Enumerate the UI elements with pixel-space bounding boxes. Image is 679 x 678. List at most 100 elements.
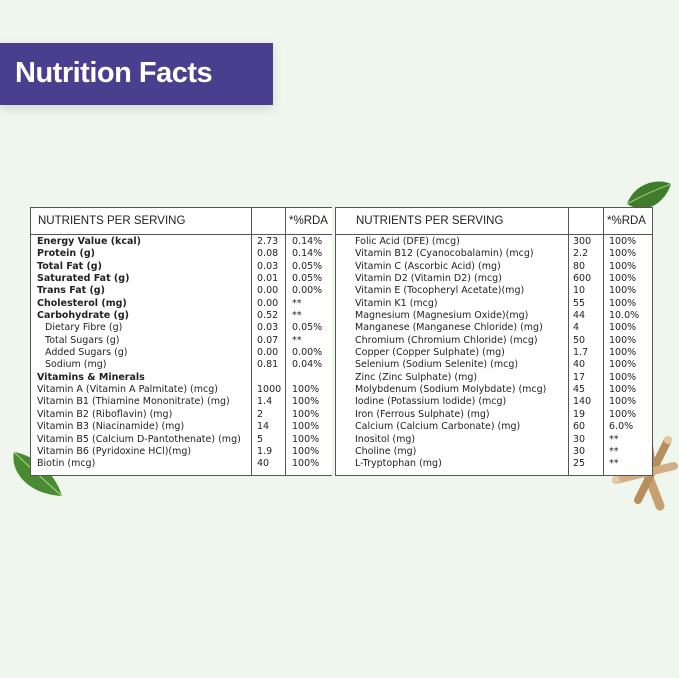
- nutrient-value: 40: [257, 458, 270, 470]
- nutrient-value: 0.03: [257, 322, 279, 334]
- nutrient-rda: 100%: [609, 334, 637, 346]
- nutrient-value: 0.00: [257, 347, 279, 359]
- nutrient-rda: 100%: [609, 273, 637, 285]
- nutrient-value: 1000: [257, 384, 282, 396]
- nutrient-value: 80: [573, 260, 586, 272]
- nutrient-name: Protein (g): [37, 248, 95, 260]
- nutrient-value: 17: [573, 371, 586, 383]
- column-divider: [568, 208, 569, 475]
- table-row: L-Tryptophan (mg) 25 **: [335, 458, 652, 470]
- nutrient-rda: 100%: [609, 322, 637, 334]
- nutrient-name: Total Sugars (g): [45, 334, 120, 346]
- table-row: Energy Value (kcal) 2.73 0.14%: [31, 236, 332, 248]
- nutrient-rda: 100%: [292, 458, 320, 470]
- right-rows: Folic Acid (DFE) (mcg) 300 100% Vitamin B12…: [335, 236, 652, 471]
- nutrient-value: 44: [573, 310, 586, 322]
- nutrient-rda: 100%: [609, 285, 637, 297]
- nutrient-rda: 100%: [292, 396, 320, 408]
- table-row: Vitamin B5 (Calcium D-Pantothenate) (mg)…: [31, 434, 332, 446]
- nutrient-value: 1.4: [257, 396, 273, 408]
- nutrient-value: 1.7: [573, 347, 589, 359]
- table-row: Vitamin C (Ascorbic Acid) (mg) 80 100%: [335, 261, 652, 273]
- nutrient-rda: 0.05%: [292, 260, 323, 272]
- table-row: Choline (mg) 30 **: [335, 446, 652, 458]
- nutrition-table: NUTRIENTS PER SERVING *%RDA NUTRIENTS PE…: [30, 207, 653, 476]
- nutrient-value: 50: [573, 334, 586, 346]
- nutrient-name: Vitamin B6 (Pyridoxine HCl)(mg): [37, 445, 192, 457]
- nutrient-value: 0.00: [257, 285, 279, 297]
- table-row: Cholesterol (mg) 0.00 **: [31, 298, 332, 310]
- table-row: Vitamin B12 (Cyanocobalamin) (mcg) 2.2 100…: [335, 248, 652, 260]
- table-row: Trans Fat (g) 0.00 0.00%: [31, 285, 332, 297]
- leaf-icon: [626, 181, 672, 209]
- nutrient-name: Copper (Copper Sulphate) (mg): [355, 347, 505, 359]
- nutrient-rda: 100%: [609, 371, 637, 383]
- right-header-nutrient: NUTRIENTS PER SERVING: [356, 215, 504, 227]
- nutrient-name: Vitamin A (Vitamin A Palmitate) (mcg): [37, 384, 218, 396]
- nutrient-name: Dietary Fibre (g): [45, 322, 123, 334]
- nutrient-name: Calcium (Calcium Carbonate) (mg): [355, 421, 521, 433]
- nutrient-name: Vitamin B3 (Niacinamide) (mg): [37, 421, 185, 433]
- table-row: Magnesium (Magnesium Oxide)(mg) 44 10.0%: [335, 310, 652, 322]
- nutrient-value: 0.52: [257, 310, 279, 322]
- nutrient-name: Zinc (Zinc Sulphate) (mg): [355, 371, 478, 383]
- nutrient-name: Energy Value (kcal): [37, 236, 141, 247]
- column-divider: [251, 208, 252, 475]
- table-gap: [332, 207, 335, 476]
- nutrient-rda: 100%: [609, 248, 637, 260]
- nutrient-value: 25: [573, 458, 586, 470]
- nutrient-value: 10: [573, 285, 586, 297]
- nutrient-value: 4: [573, 322, 580, 334]
- table-row: Vitamin K1 (mcg) 55 100%: [335, 298, 652, 310]
- nutrient-value: 55: [573, 297, 586, 309]
- column-divider: [603, 208, 604, 475]
- table-row: Zinc (Zinc Sulphate) (mg) 17 100%: [335, 372, 652, 384]
- nutrient-name: Saturated Fat (g): [37, 273, 130, 285]
- nutrient-value: 140: [573, 396, 592, 408]
- nutrient-value: 0.81: [257, 359, 279, 371]
- table-row: Protein (g) 0.08 0.14%: [31, 248, 332, 260]
- nutrient-name: Vitamin B1 (Thiamine Mononitrate) (mg): [37, 396, 230, 408]
- nutrient-rda: 0.00%: [292, 285, 323, 297]
- nutrient-name: Vitamin C (Ascorbic Acid) (mg): [355, 260, 501, 272]
- nutrient-rda: 0.14%: [292, 248, 323, 260]
- nutrient-rda: **: [292, 297, 302, 309]
- nutrient-name: Vitamin B12 (Cyanocobalamin) (mcg): [355, 248, 534, 260]
- nutrient-rda: 100%: [292, 433, 320, 445]
- table-row: Vitamin A (Vitamin A Palmitate) (mcg) 100…: [31, 384, 332, 396]
- nutrient-rda: **: [292, 334, 302, 346]
- table-row: Molybdenum (Sodium Molybdate) (mcg) 45 100…: [335, 384, 652, 396]
- column-divider: [285, 208, 286, 475]
- nutrient-value: 19: [573, 408, 586, 420]
- nutrient-name: Vitamin E (Tocopheryl Acetate)(mg): [355, 285, 525, 297]
- table-row: Manganese (Manganese Chloride) (mg) 4 100%: [335, 322, 652, 334]
- page-title: Nutrition Facts: [15, 57, 213, 89]
- table-row: Vitamins & Minerals: [31, 372, 332, 384]
- nutrient-rda: 100%: [609, 297, 637, 309]
- table-row: Chromium (Chromium Chloride) (mcg) 50 100%: [335, 335, 652, 347]
- table-row: Vitamin B2 (Riboflavin) (mg) 2 100%: [31, 409, 332, 421]
- nutrient-value: 600: [573, 273, 592, 285]
- right-header-rda: *%RDA: [607, 215, 646, 227]
- nutrient-rda: 0.05%: [292, 322, 323, 334]
- nutrient-name: Vitamin D2 (Vitamin D2) (mcg): [355, 273, 502, 285]
- nutrient-rda: 100%: [292, 421, 320, 433]
- nutrient-rda: 6.0%: [609, 421, 634, 433]
- nutrient-rda: 100%: [609, 347, 637, 359]
- nutrient-name: Total Fat (g): [37, 260, 102, 272]
- nutrient-name: Iron (Ferrous Sulphate) (mg): [355, 408, 490, 420]
- nutrient-value: 0.00: [257, 297, 279, 309]
- table-row: Vitamin E (Tocopheryl Acetate)(mg) 10 100%: [335, 285, 652, 297]
- nutrient-value: 0.01: [257, 273, 279, 285]
- nutrient-value: 45: [573, 384, 586, 396]
- table-row: Sodium (mg) 0.81 0.04%: [31, 359, 332, 371]
- table-row: Inositol (mg) 30 **: [335, 434, 652, 446]
- nutrient-value: 14: [257, 421, 270, 433]
- nutrient-value: 60: [573, 421, 586, 433]
- nutrient-rda: **: [292, 310, 302, 322]
- table-row: Total Fat (g) 0.03 0.05%: [31, 261, 332, 273]
- nutrient-value: 1.9: [257, 445, 273, 457]
- nutrient-value: 5: [257, 433, 264, 445]
- nutrient-value: 0.08: [257, 248, 279, 260]
- nutrient-rda: 100%: [609, 260, 637, 272]
